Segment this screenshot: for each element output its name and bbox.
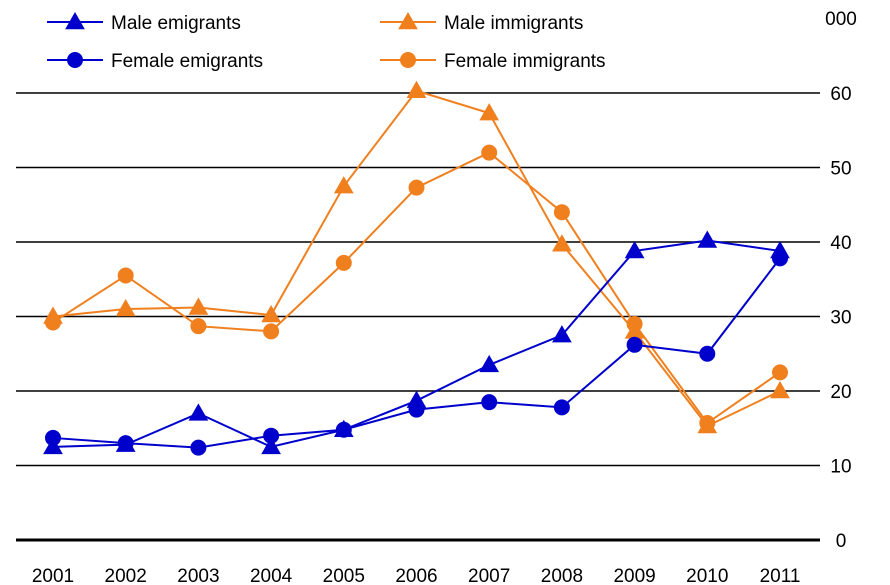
x-tick-label: 2001 — [32, 566, 74, 585]
legend-item: Female immigrants — [380, 51, 606, 72]
x-tick-label: 2005 — [323, 566, 365, 585]
legend-marker — [67, 52, 83, 68]
unit-label: 000 — [825, 9, 857, 30]
series-male-emigrants — [43, 230, 790, 455]
legend-item: Male emigrants — [47, 11, 241, 34]
data-point — [261, 436, 281, 455]
legend-label: Male emigrants — [111, 13, 241, 34]
data-point — [481, 394, 498, 411]
data-point — [553, 399, 570, 416]
data-point — [626, 336, 643, 353]
data-point — [45, 314, 61, 331]
data-point — [772, 364, 788, 381]
data-point — [699, 415, 716, 432]
data-point — [117, 267, 134, 284]
legend-marker — [400, 52, 416, 68]
y-tick-label: 10 — [830, 457, 851, 478]
y-tick-label: 0 — [836, 531, 847, 552]
y-tick-label: 20 — [830, 382, 851, 403]
data-point — [772, 250, 788, 267]
data-point — [408, 401, 425, 418]
data-point — [335, 254, 352, 271]
data-point — [117, 435, 134, 452]
legend: Male emigrants Male immigrants Female emig… — [47, 11, 606, 72]
data-point — [481, 144, 498, 161]
y-tick-label: 40 — [830, 233, 851, 254]
y-tick-label: 60 — [830, 84, 851, 105]
series-female-immigrants — [45, 144, 788, 432]
gridlines — [16, 92, 820, 542]
data-point — [552, 234, 572, 252]
data-point — [479, 103, 500, 121]
legend-label: Female immigrants — [444, 51, 606, 72]
data-point — [45, 429, 61, 446]
data-point — [552, 325, 572, 343]
legend-item: Female emigrants — [47, 51, 263, 72]
data-point — [770, 380, 790, 399]
data-point — [115, 299, 136, 317]
legend-item: Male immigrants — [380, 11, 583, 34]
x-tick-label: 2006 — [395, 566, 437, 585]
legend-marker — [398, 11, 418, 30]
x-tick-label: 2011 — [760, 566, 801, 585]
data-point — [479, 354, 500, 373]
x-tick-label: 2002 — [105, 566, 147, 585]
data-point — [333, 176, 354, 194]
series-line — [52, 257, 781, 449]
x-tick-label: 2009 — [613, 566, 655, 585]
legend-marker — [65, 11, 85, 30]
data-point — [188, 297, 209, 315]
x-tick-label: 2010 — [686, 566, 728, 585]
y-axis-ticks: 0 10 20 30 40 50 60 — [830, 84, 851, 552]
data-point — [335, 421, 352, 438]
data-point — [626, 315, 643, 332]
x-tick-label: 2008 — [541, 566, 583, 585]
series-line — [52, 89, 781, 428]
y-tick-label: 50 — [830, 159, 851, 180]
series-male-immigrants — [43, 80, 790, 434]
data-point — [697, 230, 718, 248]
legend-label: Female emigrants — [111, 51, 263, 72]
data-point — [188, 403, 209, 421]
data-point — [624, 240, 645, 259]
legend-label: Male immigrants — [444, 13, 583, 34]
data-point — [190, 318, 207, 335]
series-female-emigrants — [45, 250, 788, 456]
y-tick-label: 30 — [830, 308, 851, 329]
data-point — [408, 179, 425, 196]
x-tick-label: 2004 — [250, 566, 293, 585]
data-point — [699, 345, 716, 362]
data-point — [263, 323, 280, 340]
data-point — [263, 427, 280, 444]
data-point — [261, 305, 281, 323]
data-point — [190, 439, 207, 456]
x-tick-label: 2007 — [468, 566, 510, 585]
x-tick-label: 2003 — [177, 566, 219, 585]
data-point — [406, 80, 427, 99]
data-point — [553, 204, 570, 221]
x-axis-ticks: 2001 2002 2003 2004 2005 2006 2007 2008 2009 2010… — [32, 566, 801, 585]
series-group — [43, 80, 790, 456]
